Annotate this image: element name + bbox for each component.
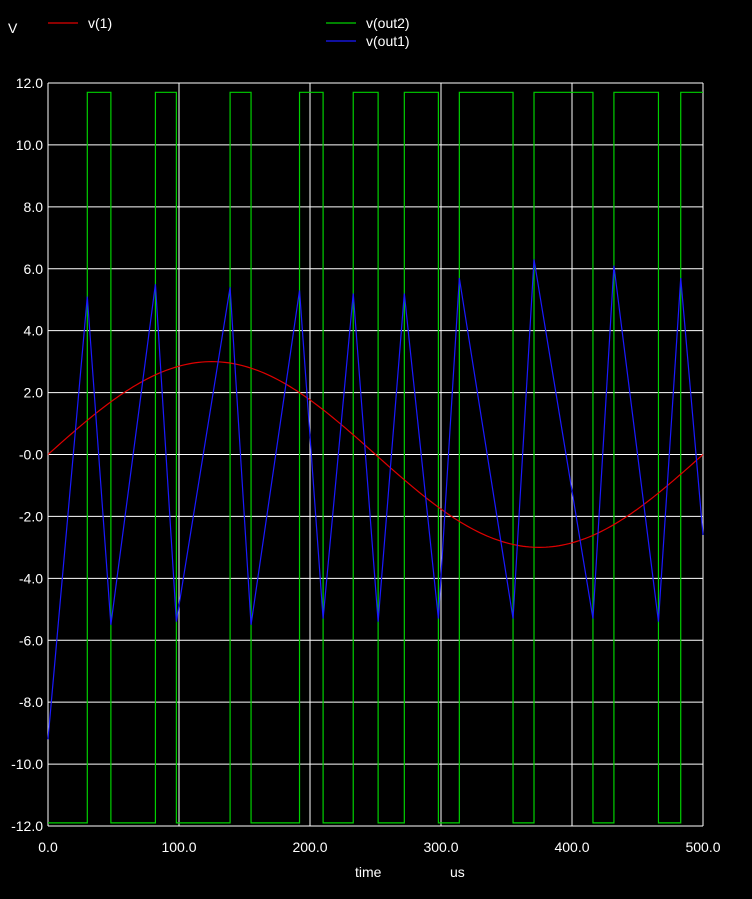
y-tick-label: -6.0 bbox=[19, 632, 43, 648]
y-tick-label: -4.0 bbox=[19, 570, 43, 586]
y-axis-label: V bbox=[8, 20, 18, 36]
y-tick-label: -12.0 bbox=[11, 818, 43, 834]
series-layer bbox=[47, 91, 704, 824]
legend-label: v(out1) bbox=[366, 33, 410, 49]
x-tick-label: 500.0 bbox=[685, 839, 720, 855]
legend-label: v(1) bbox=[88, 15, 112, 31]
y-tick-label: -2.0 bbox=[19, 508, 43, 524]
x-tick-label: 0.0 bbox=[38, 839, 58, 855]
y-tick-label: -8.0 bbox=[19, 694, 43, 710]
x-tick-label: 100.0 bbox=[161, 839, 196, 855]
legend: v(1) v(out2) v(out1) bbox=[48, 15, 410, 49]
x-axis-unit: us bbox=[450, 864, 465, 880]
tick-labels: 12.0 10.0 8.0 6.0 4.0 2.0 -0.0 -2.0 -4.0 -6.0 -8.0… bbox=[11, 75, 721, 855]
y-tick-label: 12.0 bbox=[16, 75, 43, 91]
x-tick-label: 300.0 bbox=[423, 839, 458, 855]
y-tick-label: -10.0 bbox=[11, 756, 43, 772]
y-tick-label: -0.0 bbox=[19, 447, 43, 463]
series-v1 bbox=[47, 361, 704, 548]
series-vout1 bbox=[47, 259, 704, 740]
y-tick-label: 8.0 bbox=[24, 199, 44, 215]
y-tick-label: 2.0 bbox=[24, 385, 44, 401]
y-tick-label: 10.0 bbox=[16, 137, 43, 153]
x-tick-label: 200.0 bbox=[292, 839, 327, 855]
x-axis-label: time bbox=[355, 864, 382, 880]
legend-label: v(out2) bbox=[366, 15, 410, 31]
series-vout2 bbox=[48, 91, 703, 824]
x-tick-label: 400.0 bbox=[554, 839, 589, 855]
y-tick-label: 6.0 bbox=[24, 261, 44, 277]
y-tick-label: 4.0 bbox=[24, 323, 44, 339]
